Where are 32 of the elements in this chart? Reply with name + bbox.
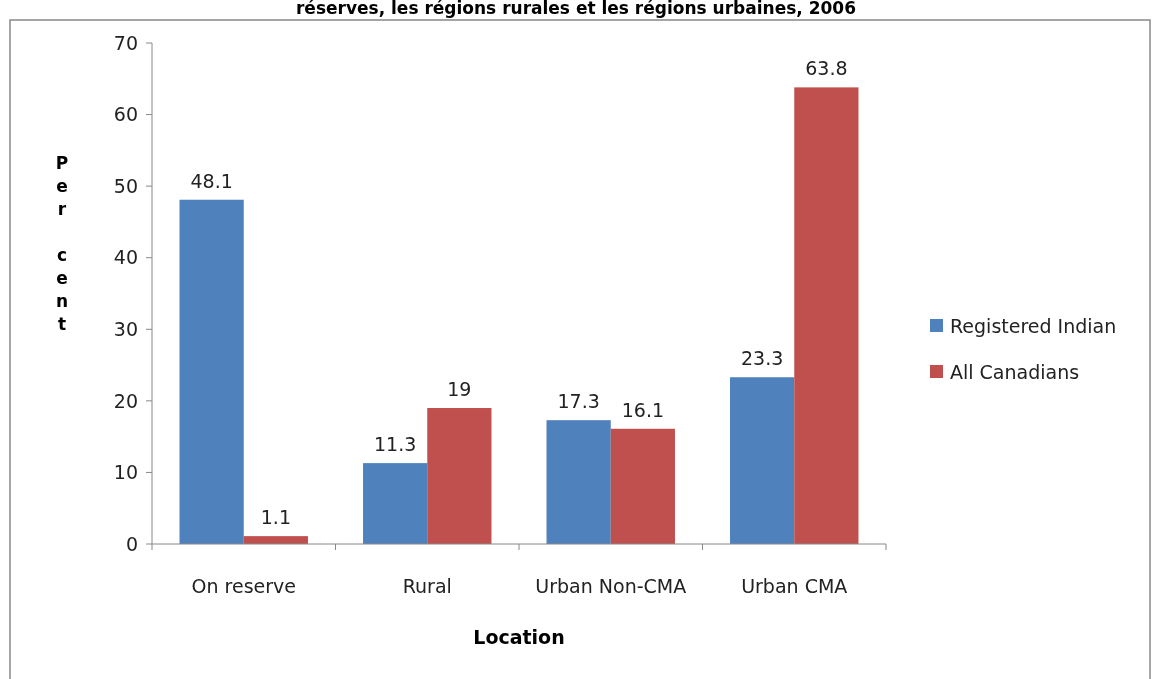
bar bbox=[610, 428, 675, 544]
bar bbox=[546, 420, 611, 544]
data-label: 63.8 bbox=[805, 57, 848, 80]
y-tick-label: 0 bbox=[125, 532, 138, 555]
data-label: 1.1 bbox=[260, 506, 291, 529]
data-label: 23.3 bbox=[740, 347, 784, 370]
data-label: 48.1 bbox=[190, 169, 233, 192]
x-axis-title: Location bbox=[473, 626, 565, 648]
data-label: 11.3 bbox=[373, 433, 417, 456]
x-tick-label: Urban CMA bbox=[741, 575, 848, 597]
data-label: 16.1 bbox=[621, 398, 665, 421]
bar bbox=[730, 377, 795, 544]
bar bbox=[794, 87, 859, 544]
bar bbox=[179, 199, 244, 544]
text: Per cent bbox=[55, 153, 69, 334]
y-tick-label: 50 bbox=[113, 174, 138, 197]
legend-label: All Canadians bbox=[950, 360, 1080, 383]
data-label: 17.3 bbox=[557, 390, 600, 413]
y-tick-label: 40 bbox=[113, 246, 138, 269]
x-tick-label: On reserve bbox=[191, 575, 296, 597]
bar bbox=[427, 408, 492, 544]
legend-label: Registered Indian bbox=[950, 314, 1117, 337]
y-tick-label: 70 bbox=[113, 31, 138, 54]
bar bbox=[363, 463, 428, 544]
y-tick-label: 60 bbox=[113, 103, 138, 126]
x-tick-label: Rural bbox=[402, 575, 452, 597]
chart-title: réserves, les régions rurales et les régions urbaines, 2006 bbox=[295, 0, 857, 18]
y-tick-label: 30 bbox=[113, 317, 138, 340]
x-tick-label: Urban Non-CMA bbox=[535, 575, 687, 597]
y-tick-label: 20 bbox=[113, 389, 138, 412]
data-label: 19 bbox=[447, 378, 472, 401]
y-tick-label: 10 bbox=[113, 461, 138, 484]
